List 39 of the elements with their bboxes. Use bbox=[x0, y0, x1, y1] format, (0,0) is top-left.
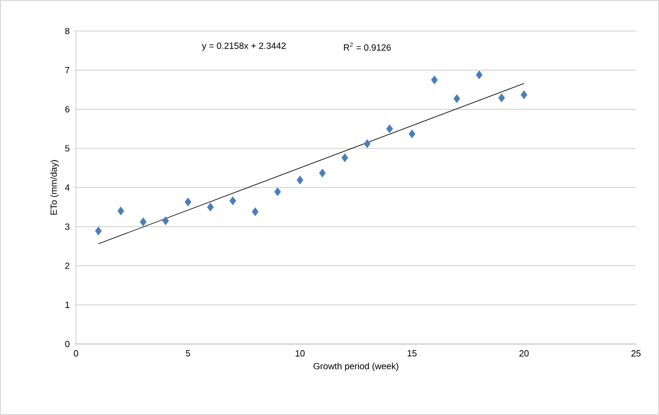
point bbox=[319, 168, 326, 178]
point bbox=[184, 198, 192, 206]
y-tick-label: 7 bbox=[65, 67, 70, 74]
x-tick-label: 10 bbox=[296, 350, 305, 357]
point bbox=[296, 176, 304, 184]
y-tick-label: 1 bbox=[66, 302, 70, 308]
point bbox=[386, 124, 393, 134]
annotation: R$^{2}$ = 0.9126 bbox=[344, 42, 391, 51]
x-tick-label: 0 bbox=[74, 350, 78, 357]
point bbox=[229, 196, 236, 206]
point bbox=[431, 76, 438, 84]
point bbox=[408, 129, 416, 138]
point bbox=[453, 94, 460, 104]
point bbox=[341, 153, 348, 162]
point bbox=[498, 94, 505, 102]
point bbox=[476, 70, 483, 80]
y-tick-label: 4 bbox=[65, 184, 70, 191]
y-tick-label: 3 bbox=[65, 223, 70, 230]
x-axis-title: Growth period (week) bbox=[314, 362, 398, 372]
point bbox=[162, 216, 169, 226]
point bbox=[207, 202, 214, 212]
point bbox=[95, 226, 102, 236]
y-tick-label: 0 bbox=[65, 340, 70, 348]
point bbox=[140, 218, 147, 226]
x-tick-label: 25 bbox=[631, 350, 641, 357]
annotation: y = 0.2158x + 2.3442 bbox=[202, 42, 286, 51]
point bbox=[117, 206, 124, 216]
y-axis-title: ETo (mm/day) bbox=[50, 160, 59, 215]
x-tick-label: 20 bbox=[519, 350, 529, 357]
x-tick-label: 15 bbox=[408, 350, 417, 356]
point bbox=[274, 187, 281, 196]
point bbox=[364, 139, 371, 148]
point bbox=[520, 90, 528, 100]
y-tick-label: 5 bbox=[65, 145, 70, 152]
y-tick-label: 2 bbox=[65, 262, 70, 269]
y-tick-label: 8 bbox=[65, 28, 70, 34]
x-tick-label: 5 bbox=[186, 350, 190, 356]
y-tick-label: 6 bbox=[65, 106, 70, 112]
point bbox=[252, 207, 259, 216]
